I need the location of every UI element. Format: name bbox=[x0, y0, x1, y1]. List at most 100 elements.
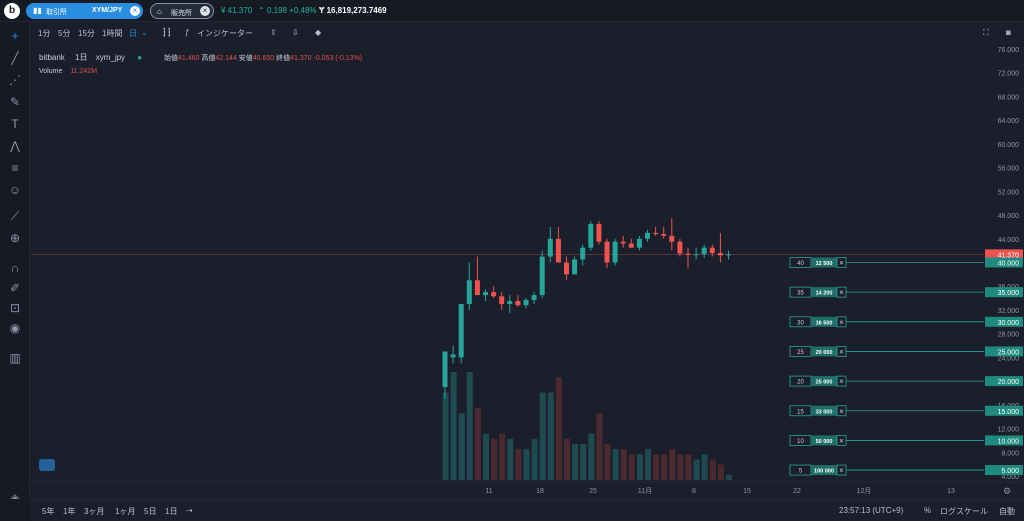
order-amount-label: 25 000 bbox=[816, 380, 833, 386]
interval-1d[interactable]: 日 bbox=[129, 29, 137, 38]
chart-legend: bitbank 1日 xym_jpy ● bbox=[39, 52, 142, 63]
close-icon[interactable]: × bbox=[200, 6, 210, 16]
volume-bar bbox=[507, 438, 514, 480]
volume-legend: Volume 11.242M bbox=[39, 68, 97, 75]
exchange-label: 取引所 bbox=[46, 9, 67, 16]
y-tick-label: 56.000 bbox=[998, 166, 1020, 173]
fullscreen-icon[interactable]: ⛶ bbox=[983, 28, 989, 37]
range-1y[interactable]: 1年 bbox=[63, 507, 76, 516]
volume-bar bbox=[499, 433, 506, 480]
range-5y[interactable]: 5年 bbox=[42, 507, 55, 516]
volume-legend-value: 11.242M bbox=[70, 68, 98, 75]
candle-body bbox=[685, 253, 691, 255]
sale-selector[interactable]: ⌂ 販売所 × bbox=[150, 3, 214, 19]
order-cancel-icon: × bbox=[839, 377, 844, 386]
magnet-icon[interactable]: ∩ bbox=[10, 261, 20, 275]
open-value: 41.460 bbox=[178, 55, 200, 62]
x-tick-label: 13 bbox=[947, 488, 955, 495]
auto-scale-toggle[interactable]: 自動 bbox=[999, 507, 1015, 516]
x-tick-label: 18 bbox=[536, 488, 544, 495]
volume-bar bbox=[547, 392, 554, 480]
ruler-icon[interactable]: ⟋ bbox=[10, 209, 20, 223]
volume-bar bbox=[677, 454, 684, 480]
crosshair-icon[interactable]: + bbox=[11, 29, 19, 43]
legend-symbol: xym_jpy bbox=[95, 53, 126, 62]
candle-body bbox=[709, 247, 715, 254]
volume-label: Volume bbox=[39, 68, 63, 75]
emoji-icon[interactable]: ☺ bbox=[8, 183, 22, 197]
order-cancel-box bbox=[836, 405, 847, 417]
date-range-icon[interactable]: ⇢ bbox=[186, 506, 193, 515]
fib-icon[interactable]: ⋰ bbox=[9, 73, 21, 87]
close-icon[interactable]: × bbox=[130, 6, 140, 16]
order-cancel-box bbox=[836, 375, 847, 387]
volume-bar bbox=[474, 408, 481, 480]
y-tick-label: 64.000 bbox=[998, 118, 1020, 125]
candle-body bbox=[474, 280, 480, 296]
range-1m[interactable]: 1ヶ月 bbox=[115, 507, 136, 516]
volume-bar bbox=[645, 449, 651, 480]
lock-icon[interactable]: ⊡ bbox=[9, 301, 21, 315]
measure-icon[interactable]: ≡ bbox=[11, 161, 19, 175]
eraser-icon[interactable]: ◆ bbox=[315, 28, 322, 37]
volume-bar bbox=[612, 449, 619, 480]
interval-1h[interactable]: 1時間 bbox=[102, 29, 123, 38]
price-chart[interactable]: 76.000 72.000 68.000 64.000 60.000 56.000 52.0… bbox=[31, 44, 1024, 499]
candle-body bbox=[507, 301, 513, 305]
volume-bar bbox=[596, 413, 603, 480]
interval-5m[interactable]: 5分 bbox=[58, 29, 71, 38]
volume-bar bbox=[669, 449, 676, 480]
interval-1m[interactable]: 1分 bbox=[38, 29, 51, 38]
settings-gear-icon[interactable]: ⚙ bbox=[1003, 487, 1011, 497]
order-qty-label: 35 bbox=[797, 291, 804, 297]
range-1d[interactable]: 1日 bbox=[165, 507, 178, 516]
close-label: 終値 bbox=[276, 55, 291, 62]
upload-icon[interactable]: ⇪ bbox=[270, 28, 277, 37]
volume-bar bbox=[523, 449, 530, 480]
volume-bar bbox=[717, 464, 724, 480]
range-5d[interactable]: 5日 bbox=[144, 507, 157, 516]
layers-icon[interactable]: ◈ bbox=[10, 491, 20, 505]
range-3m[interactable]: 3ヶ月 bbox=[84, 507, 105, 516]
eye-icon[interactable]: ◉ bbox=[9, 321, 21, 335]
order-price-label: 35.000 bbox=[998, 290, 1020, 297]
last-price: ¥ 41.370 bbox=[221, 6, 253, 15]
candle-body bbox=[661, 234, 667, 236]
interval-15m[interactable]: 15分 bbox=[78, 29, 95, 38]
order-price-badge bbox=[985, 346, 1023, 357]
bar-chart-icon: ▮▮ bbox=[33, 6, 42, 15]
indicator-icon[interactable]: ƒ bbox=[185, 28, 190, 37]
order-qty-label: 15 bbox=[797, 409, 804, 415]
order-price-badge bbox=[985, 376, 1023, 387]
volume-bar bbox=[588, 433, 595, 480]
trash-icon[interactable]: ▥ bbox=[9, 351, 21, 365]
text-icon[interactable]: T bbox=[11, 117, 19, 131]
pair-label: XYM/JPY bbox=[92, 7, 123, 14]
indicator-button[interactable]: インジケーター bbox=[197, 29, 253, 38]
bitbank-logo-icon[interactable]: b bbox=[4, 3, 20, 19]
high-value: 42.144 bbox=[215, 55, 237, 62]
trend-line-icon[interactable]: ╱ bbox=[11, 51, 19, 65]
top-bar: b ▮▮ 取引所 XYM/JPY × ⌂ 販売所 × ¥ 41.370 ⌃ 0.… bbox=[0, 0, 1024, 22]
lock-drawing-icon[interactable]: ✐ bbox=[9, 281, 21, 295]
percent-toggle[interactable]: % bbox=[924, 506, 932, 515]
chevron-down-icon[interactable]: ⌄ bbox=[141, 28, 148, 37]
brush-icon[interactable]: ✎ bbox=[9, 95, 21, 109]
y-tick-label: 52.000 bbox=[998, 189, 1020, 196]
candle-body bbox=[636, 238, 642, 248]
volume-bar bbox=[564, 438, 570, 480]
current-price-badge bbox=[985, 249, 1023, 260]
zoom-icon[interactable]: ⊕ bbox=[9, 231, 21, 245]
log-scale-toggle[interactable]: ログスケール bbox=[940, 507, 988, 516]
candle-type-icon[interactable]: ┇┇ bbox=[162, 28, 172, 37]
order-cancel-icon: × bbox=[839, 318, 844, 327]
pattern-icon[interactable]: ⋀ bbox=[10, 139, 20, 153]
exchange-pair-selector[interactable]: ▮▮ 取引所 XYM/JPY × bbox=[26, 3, 143, 19]
candle-body bbox=[653, 232, 659, 235]
y-tick-label: 8.000 bbox=[1001, 450, 1019, 457]
order-qty-label: 5 bbox=[799, 469, 803, 475]
order-price-label: 25.000 bbox=[998, 349, 1020, 356]
volume-bar bbox=[466, 372, 473, 480]
download-icon[interactable]: ⇩ bbox=[292, 28, 299, 37]
camera-icon[interactable]: ◙ bbox=[1006, 28, 1011, 37]
